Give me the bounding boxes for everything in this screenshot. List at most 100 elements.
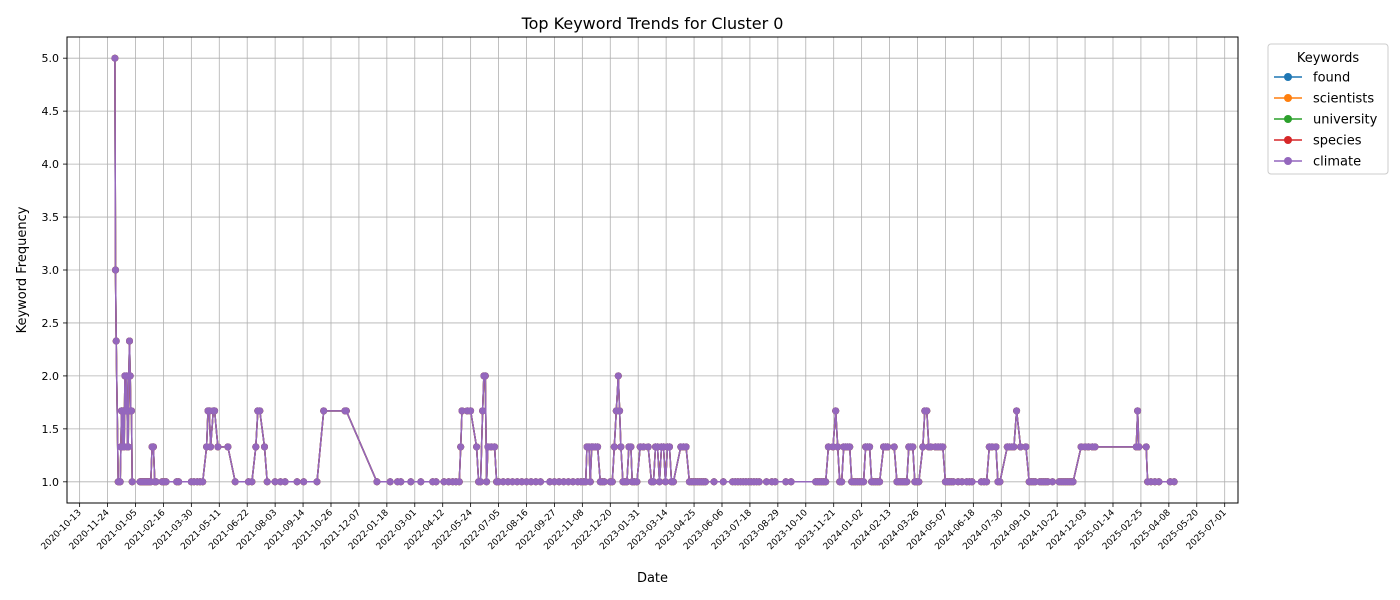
data-point (1069, 478, 1077, 486)
data-point (261, 443, 268, 451)
data-point (128, 478, 136, 486)
data-point (614, 372, 622, 380)
data-point (616, 407, 624, 415)
data-point (263, 478, 271, 486)
data-point (644, 443, 652, 451)
data-point (537, 478, 544, 486)
legend-label: climate (1313, 155, 1361, 170)
data-point (256, 407, 264, 415)
data-point (1010, 443, 1018, 451)
data-point (175, 478, 183, 486)
data-point (1134, 407, 1142, 415)
data-point (483, 478, 491, 486)
series-climate (111, 54, 1178, 486)
data-point (162, 478, 170, 486)
data-point (112, 266, 119, 274)
data-point (600, 478, 608, 486)
data-point (650, 478, 657, 486)
legend: Keywords found scientists university specie… (1267, 43, 1389, 175)
data-point (128, 407, 135, 415)
plot-frame (66, 36, 1239, 504)
data-point (610, 443, 618, 451)
data-point (923, 407, 931, 415)
data-point (838, 478, 846, 486)
data-point (1013, 407, 1021, 415)
legend-marker (1284, 94, 1292, 102)
data-point (992, 443, 1000, 451)
data-point (866, 443, 874, 451)
data-point (207, 443, 215, 451)
data-point (1135, 443, 1143, 451)
data-point (876, 478, 884, 486)
data-point (996, 478, 1004, 486)
data-point (627, 443, 635, 451)
data-point (983, 478, 991, 486)
legend-marker (1284, 136, 1292, 144)
data-point (457, 443, 465, 451)
y-tick-label: 2.5 (42, 317, 60, 330)
data-point (846, 443, 854, 451)
y-tick-label: 1.5 (42, 423, 60, 436)
data-point (782, 478, 790, 486)
data-point (481, 372, 489, 380)
data-point (710, 478, 718, 486)
data-point (968, 478, 976, 486)
data-point (1155, 478, 1163, 486)
data-point (617, 443, 625, 451)
data-point (884, 443, 892, 451)
data-point (1017, 443, 1025, 451)
data-point (467, 407, 475, 415)
data-point (432, 478, 440, 486)
x-axis-ticks: 2020-10-132020-11-242021-01-052021-02-16… (40, 503, 1229, 552)
data-point (313, 478, 321, 486)
legend-label: scientists (1313, 92, 1374, 107)
data-point (755, 478, 763, 486)
data-point (771, 478, 779, 486)
data-point (373, 478, 381, 486)
data-point (666, 443, 673, 451)
data-point (594, 443, 602, 451)
data-point (919, 443, 927, 451)
data-point (1049, 478, 1056, 486)
data-point (407, 478, 415, 486)
data-point (124, 443, 132, 451)
data-point (669, 478, 677, 486)
data-point (623, 478, 631, 486)
legend-item-climate: climate (1274, 155, 1361, 170)
y-axis-label: Keyword Frequency (15, 206, 30, 333)
data-point (386, 478, 394, 486)
data-point (111, 54, 119, 62)
data-point (397, 478, 405, 486)
legend-item-found: found (1274, 71, 1350, 86)
legend-item-university: university (1274, 113, 1378, 128)
data-point (126, 337, 133, 345)
data-point (834, 443, 842, 451)
data-point (271, 478, 279, 486)
data-point (701, 478, 709, 486)
data-point (822, 478, 830, 486)
chart-title: Top Keyword Trends for Cluster 0 (521, 14, 784, 33)
data-point (909, 443, 917, 451)
data-point (149, 443, 157, 451)
y-tick-label: 2.0 (42, 370, 60, 383)
legend-item-scientists: scientists (1274, 92, 1374, 107)
data-point (633, 478, 641, 486)
legend-title: Keywords (1297, 51, 1360, 66)
data-point (719, 478, 727, 486)
data-point (915, 478, 923, 486)
data-point (211, 407, 219, 415)
data-point (417, 478, 425, 486)
data-point (903, 478, 911, 486)
y-axis-ticks: 1.0 1.5 2.0 2.5 3.0 3.5 4.0 4.5 5.0 (42, 52, 67, 489)
data-point (1170, 478, 1178, 486)
y-tick-label: 3.0 (42, 264, 60, 277)
data-point (252, 443, 260, 451)
y-tick-label: 3.5 (42, 211, 60, 224)
data-point (342, 407, 350, 415)
data-point (300, 478, 308, 486)
data-point (116, 478, 124, 486)
data-point (281, 478, 289, 486)
data-point (214, 443, 222, 451)
data-point (890, 443, 898, 451)
y-tick-label: 4.5 (42, 105, 60, 118)
